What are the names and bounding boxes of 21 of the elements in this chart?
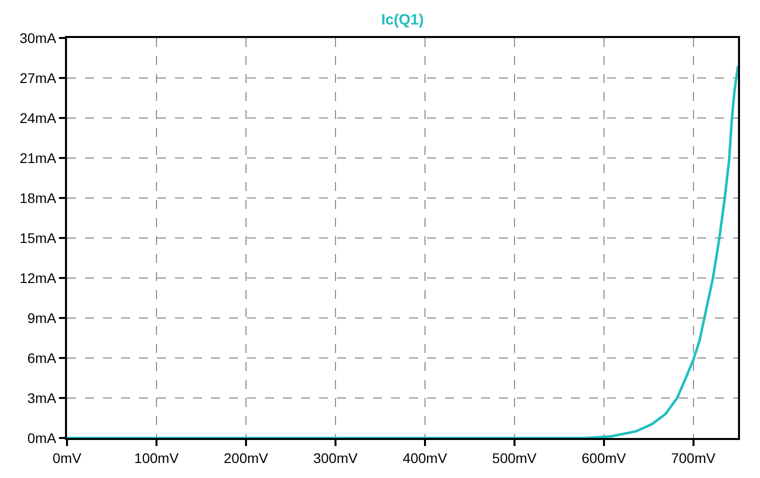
y-tick-label: 15mA — [20, 230, 57, 246]
y-tick-label: 6mA — [27, 350, 57, 366]
line-series — [67, 64, 738, 438]
y-tick-label: 18mA — [20, 190, 57, 206]
x-tick-label: 600mV — [582, 450, 627, 466]
y-tick-label: 9mA — [27, 310, 57, 326]
x-tick-label: 400mV — [402, 450, 448, 466]
y-tick-label: 24mA — [20, 110, 57, 126]
y-tick-label: 30mA — [20, 30, 57, 46]
y-tick-label: 3mA — [27, 390, 57, 406]
y-tick-label: 12mA — [20, 270, 57, 286]
x-tick-label: 200mV — [224, 450, 269, 466]
chart-title: Ic(Q1) — [381, 12, 424, 28]
x-tick-label: 500mV — [492, 450, 538, 466]
x-tick-label: 0mV — [52, 450, 82, 466]
x-tick-label: 700mV — [671, 450, 716, 466]
x-tick-label: 300mV — [313, 450, 358, 466]
y-tick-label: 0mA — [27, 430, 57, 446]
x-tick-label: 100mV — [134, 450, 180, 466]
y-tick-label: 27mA — [20, 70, 57, 86]
y-tick-label: 21mA — [20, 150, 57, 166]
